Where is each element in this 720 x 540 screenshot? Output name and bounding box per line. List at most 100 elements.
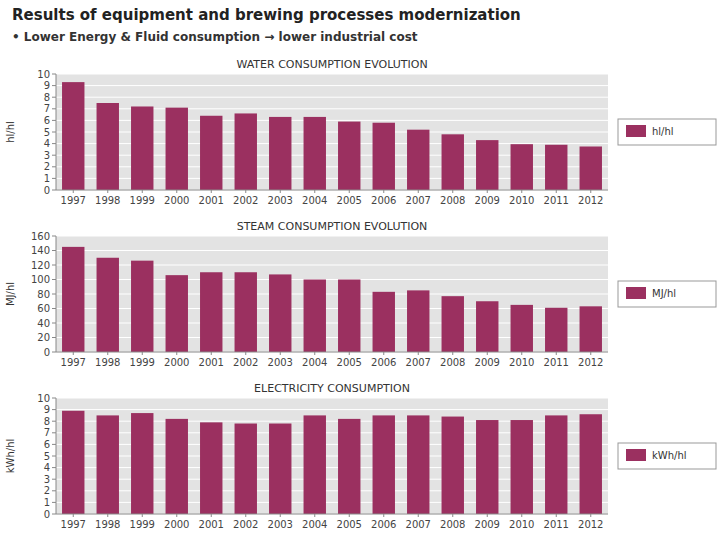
- x-axis: [56, 514, 608, 515]
- legend: kWh/hl: [618, 443, 716, 469]
- y-tick: [52, 97, 56, 98]
- y-tick-label: 9: [44, 80, 50, 91]
- y-tick: [52, 74, 56, 75]
- x-tick-label: 2008: [440, 357, 465, 368]
- legend-frame: [618, 119, 716, 145]
- x-tick-label: 2004: [302, 357, 327, 368]
- bar: [269, 424, 291, 514]
- x-tick: [556, 190, 557, 193]
- bar: [373, 415, 395, 514]
- x-tick-label: 2011: [544, 519, 569, 530]
- bar: [200, 272, 222, 352]
- y-tick: [52, 143, 56, 144]
- x-axis: [56, 352, 608, 353]
- x-tick: [487, 514, 488, 517]
- y-tick: [52, 120, 56, 121]
- y-tick: [52, 479, 56, 480]
- bar: [166, 108, 188, 190]
- bar: [373, 292, 395, 352]
- x-tick: [280, 190, 281, 193]
- x-tick: [245, 190, 246, 193]
- x-tick-label: 2010: [509, 357, 534, 368]
- panel: 0204060801001201401601997199819992000200…: [5, 220, 716, 368]
- x-tick-label: 1998: [95, 195, 120, 206]
- plot-area: [56, 236, 608, 352]
- x-tick-label: 2012: [578, 357, 603, 368]
- subtitle: • Lower Energy & Fluid consumption → low…: [12, 30, 418, 44]
- x-tick-label: 2006: [371, 357, 396, 368]
- bar: [580, 414, 602, 514]
- y-tick-label: 0: [44, 185, 50, 196]
- x-tick-label: 1999: [130, 519, 155, 530]
- x-tick: [590, 352, 591, 355]
- legend-swatch: [626, 449, 646, 461]
- grid-line: [56, 190, 608, 191]
- bar: [545, 308, 567, 352]
- y-tick: [52, 85, 56, 86]
- y-tick: [52, 467, 56, 468]
- x-tick-label: 2000: [164, 519, 189, 530]
- x-tick: [107, 190, 108, 193]
- bar: [200, 116, 222, 190]
- grid-line: [56, 514, 608, 515]
- x-tick: [452, 514, 453, 517]
- y-tick: [52, 409, 56, 410]
- panel-title: STEAM CONSUMPTION EVOLUTION: [237, 220, 428, 233]
- x-tick-label: 2011: [544, 195, 569, 206]
- x-tick-label: 2002: [233, 519, 258, 530]
- y-tick: [52, 294, 56, 295]
- bar: [511, 420, 533, 514]
- y-tick-label: 6: [44, 439, 50, 450]
- bar: [338, 419, 360, 514]
- bar: [269, 274, 291, 352]
- grid-line: [56, 85, 608, 86]
- grid-line: [56, 74, 608, 75]
- x-tick-label: 2003: [268, 519, 293, 530]
- y-tick-label: 9: [44, 404, 50, 415]
- x-tick: [314, 190, 315, 193]
- bar: [131, 261, 153, 352]
- y-tick: [52, 456, 56, 457]
- bar: [476, 301, 498, 352]
- y-tick: [52, 236, 56, 237]
- plot-area: [56, 398, 608, 514]
- x-tick: [142, 514, 143, 517]
- x-tick: [556, 352, 557, 355]
- y-tick-label: 140: [31, 245, 50, 256]
- y-tick-label: 1: [44, 497, 50, 508]
- grid-line: [56, 250, 608, 251]
- legend-swatch: [626, 125, 646, 137]
- x-tick: [142, 352, 143, 355]
- y-tick: [52, 432, 56, 433]
- x-tick-label: 2006: [371, 519, 396, 530]
- legend-label: MJ/hl: [652, 288, 676, 299]
- x-tick-label: 2003: [268, 195, 293, 206]
- x-tick: [487, 190, 488, 193]
- y-tick: [52, 108, 56, 109]
- y-tick: [52, 502, 56, 503]
- x-tick-label: 2002: [233, 357, 258, 368]
- x-tick-label: 2005: [337, 195, 362, 206]
- x-tick: [245, 514, 246, 517]
- bar: [580, 147, 602, 191]
- grid-line: [56, 409, 608, 410]
- bar: [166, 419, 188, 514]
- bar: [62, 411, 84, 514]
- bar: [442, 417, 464, 514]
- bar: [476, 420, 498, 514]
- x-tick: [418, 514, 419, 517]
- y-tick-label: 40: [37, 318, 50, 329]
- bar: [373, 123, 395, 190]
- y-tick: [52, 514, 56, 515]
- y-tick: [52, 444, 56, 445]
- bar: [580, 306, 602, 352]
- y-tick-label: 8: [44, 416, 50, 427]
- y-tick-label: 5: [44, 127, 50, 138]
- bar: [166, 275, 188, 352]
- x-tick: [521, 352, 522, 355]
- bar: [511, 144, 533, 190]
- y-tick-label: 3: [44, 150, 50, 161]
- y-tick-label: 0: [44, 509, 50, 520]
- legend-swatch: [626, 287, 646, 299]
- bar: [97, 258, 119, 352]
